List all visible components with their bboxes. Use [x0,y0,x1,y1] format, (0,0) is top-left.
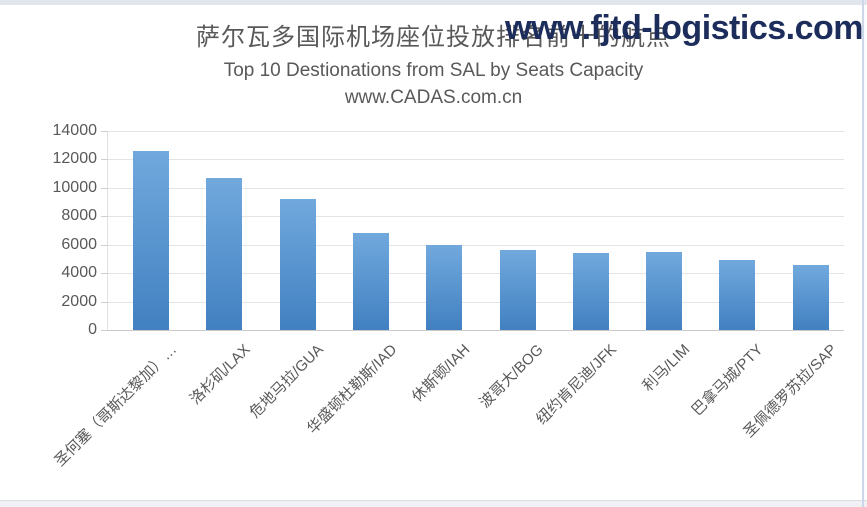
bar [646,251,683,330]
bar [426,244,463,330]
y-axis-tick [101,216,108,218]
gridline [108,273,844,275]
bar [499,249,536,330]
y-axis-label: 4000 [61,264,97,282]
x-axis-label: 波哥大/BOG [476,341,547,412]
gridline [108,244,844,246]
x-axis-label: 洛杉矶/LAX [186,341,254,408]
watermark-url: www.fjtd-logistics.com [505,9,864,47]
x-axis-label: 利马/LIM [639,341,694,395]
y-axis-tick [101,187,108,189]
chart-subtitle: Top 10 Destionations from SAL by Seats C… [223,59,644,81]
y-axis-label: 6000 [61,235,97,253]
x-axis-label: 巴拿马城/PTY [688,341,767,420]
gridline [108,301,844,303]
bar [206,177,243,330]
bar [352,233,389,330]
y-axis-tick [101,244,108,246]
y-axis-tick [101,330,108,331]
y-axis-tick [101,159,108,161]
y-axis-label: 0 [88,321,97,338]
y-axis-tick [101,273,108,275]
gridline [108,216,844,218]
gridline [108,131,844,132]
chart-header: 萨尔瓦多国际机场座位投放排名前十的航点 Top 10 Destionations… [0,24,867,109]
plot-area [101,131,844,331]
bottom-border-band [0,500,867,507]
bar [719,259,756,330]
right-border-line [862,0,864,507]
x-axis-label: 圣何塞（哥斯达黎加）… [51,341,181,470]
y-axis-label: 10000 [52,178,98,196]
bar [572,253,609,330]
bar [279,199,316,330]
y-axis-tick [101,301,108,303]
chart-source-url: www.CADAS.com.cn [344,86,523,108]
chart-title: 萨尔瓦多国际机场座位投放排名前十的航点 [196,24,671,51]
y-axis-label: 2000 [61,292,97,310]
top-border-band [0,0,867,5]
x-axis-label: 休斯顿/IAH [408,341,474,406]
y-axis-label: 8000 [61,207,97,225]
gridline [108,187,844,189]
y-axis-label: 12000 [52,150,98,168]
bar [133,150,169,330]
gridline [108,159,844,161]
y-axis-tick [101,131,108,132]
y-axis-label: 14000 [52,122,98,139]
bar [792,265,829,330]
